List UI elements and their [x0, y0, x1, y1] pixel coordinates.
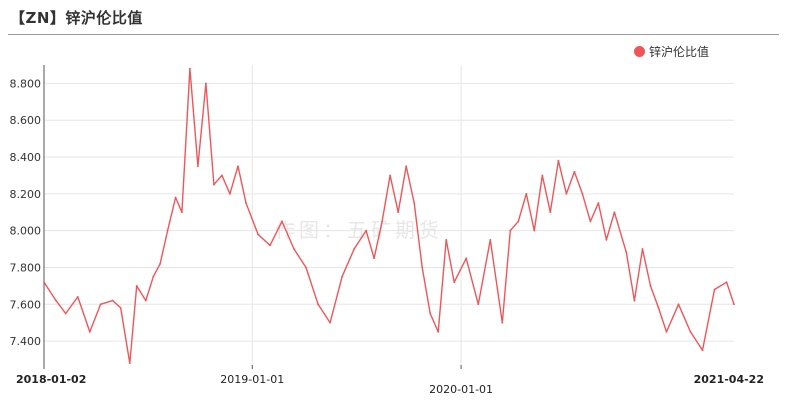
- data-point: [166, 229, 169, 232]
- data-point: [445, 238, 448, 241]
- y-tick-label: 7.400: [10, 335, 42, 348]
- data-point: [501, 321, 504, 324]
- data-point: [365, 229, 368, 232]
- data-point: [180, 211, 183, 214]
- data-point: [421, 266, 424, 269]
- data-point: [381, 220, 384, 223]
- data-point: [509, 229, 512, 232]
- data-point: [725, 281, 728, 284]
- data-point: [397, 211, 400, 214]
- legend-marker: [633, 46, 645, 57]
- data-point: [565, 192, 568, 195]
- data-point: [677, 303, 680, 306]
- data-point: [99, 303, 102, 306]
- data-point: [128, 362, 131, 365]
- data-point: [453, 281, 456, 284]
- data-point: [188, 67, 191, 70]
- y-tick-label: 7.600: [10, 298, 42, 311]
- data-point: [405, 165, 408, 168]
- data-point: [625, 251, 628, 254]
- y-tick-label: 8.600: [10, 114, 42, 127]
- data-point: [713, 288, 716, 291]
- data-point: [597, 202, 600, 204]
- data-point: [269, 244, 271, 247]
- data-point: [341, 275, 343, 278]
- data-point: [257, 233, 259, 236]
- data-point: [689, 330, 692, 333]
- data-point: [43, 281, 45, 284]
- data-point: [88, 330, 91, 333]
- plot-area: [43, 67, 735, 365]
- legend[interactable]: 锌沪伦比值: [633, 43, 709, 60]
- data-point: [329, 321, 331, 324]
- chart-title: 【ZN】锌沪伦比值: [10, 9, 143, 27]
- watermark: 作图：五矿期货: [275, 218, 443, 242]
- data-point: [245, 202, 247, 204]
- data-point: [281, 220, 283, 223]
- x-tick-label: 2020-01-01: [429, 383, 493, 396]
- y-tick-label: 8.200: [10, 188, 42, 201]
- x-tick-label: 2019-01-01: [220, 373, 284, 386]
- data-point: [389, 174, 392, 177]
- data-point: [657, 307, 660, 309]
- data-point: [517, 220, 520, 223]
- data-point: [353, 248, 355, 250]
- data-point: [581, 192, 584, 195]
- data-point: [465, 257, 468, 260]
- data-point: [533, 229, 536, 232]
- data-point: [477, 303, 480, 306]
- data-point: [144, 299, 147, 302]
- data-point: [665, 330, 668, 333]
- data-point: [55, 299, 57, 302]
- y-tick-label: 8.000: [10, 225, 42, 238]
- data-point: [701, 349, 704, 352]
- data-point: [489, 238, 492, 241]
- data-point: [557, 159, 560, 162]
- data-point: [649, 284, 652, 287]
- data-point: [221, 174, 223, 177]
- data-point: [541, 174, 544, 177]
- data-point: [305, 266, 307, 269]
- data-point: [549, 211, 552, 214]
- x-tick-label: 2021-04-22: [694, 373, 764, 386]
- data-point: [605, 238, 608, 241]
- data-point: [135, 284, 138, 287]
- data-point: [111, 299, 114, 302]
- data-point: [641, 248, 644, 250]
- data-point: [76, 296, 79, 298]
- y-tick-label: 7.800: [10, 261, 42, 274]
- y-axis: 7.400 7.600 7.800 8.000 8.200 8.400 8.600 8.800: [10, 65, 45, 369]
- data-point: [317, 303, 319, 306]
- y-tick-label: 8.800: [10, 77, 42, 90]
- data-point: [205, 82, 207, 85]
- x-axis: 2018-01-02 2019-01-01 2020-01-01 2021-04-22: [16, 365, 764, 396]
- data-point: [573, 170, 576, 173]
- data-point: [64, 312, 67, 315]
- legend-label: 锌沪伦比值: [648, 45, 709, 59]
- series-line: [43, 67, 735, 364]
- data-point: [589, 220, 592, 223]
- data-point: [159, 262, 162, 265]
- data-point: [613, 211, 616, 214]
- data-point: [429, 312, 432, 315]
- data-point: [119, 307, 122, 309]
- data-point: [174, 196, 177, 199]
- grid-lines: [44, 65, 734, 365]
- title-divider: [8, 34, 779, 35]
- data-point: [633, 299, 636, 302]
- data-point: [437, 330, 440, 333]
- data-point: [293, 248, 295, 250]
- x-tick-label: 2018-01-02: [16, 373, 86, 386]
- y-tick-label: 8.400: [10, 151, 42, 164]
- data-point: [213, 183, 215, 186]
- data-point: [413, 202, 416, 204]
- data-point: [373, 257, 376, 260]
- data-point: [229, 192, 231, 195]
- data-point: [733, 303, 735, 306]
- data-point: [197, 165, 199, 168]
- data-point: [525, 192, 528, 195]
- data-point: [152, 275, 155, 278]
- data-point: [237, 165, 239, 168]
